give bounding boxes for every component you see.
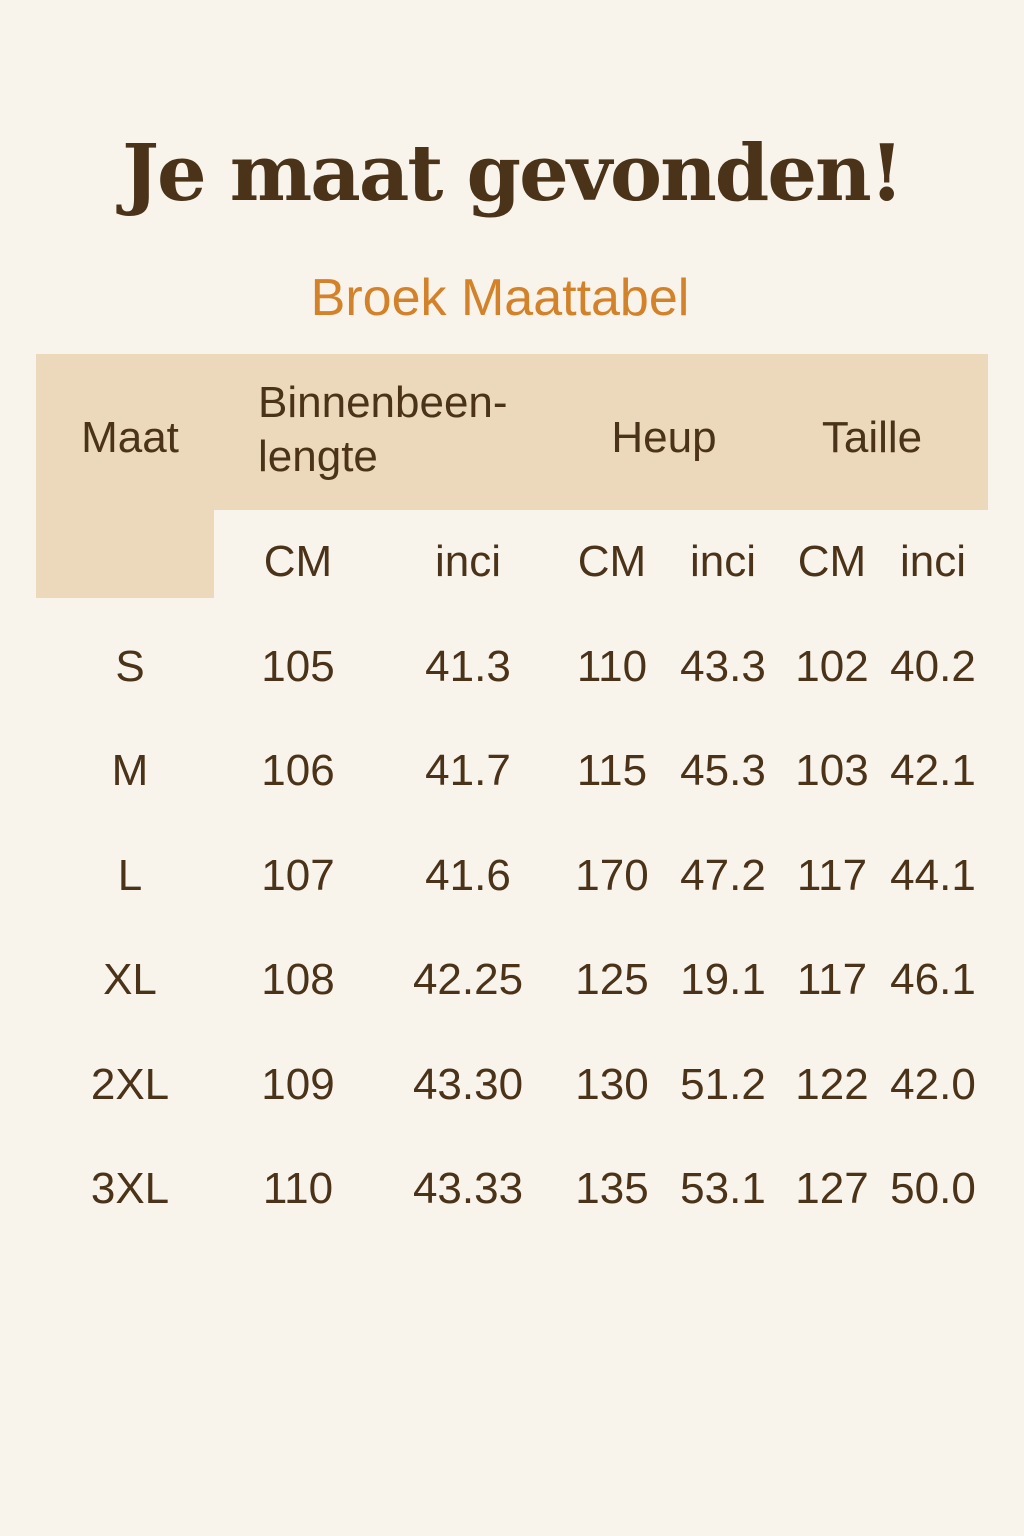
cell-hip-cm: 125	[575, 955, 649, 1005]
cell-hip-cm: 115	[576, 746, 648, 796]
cell-inseam-cm: 109	[261, 1059, 335, 1109]
cell-inseam-inch: 41.7	[425, 746, 511, 796]
unit-label: inci	[899, 537, 967, 586]
cell-hip-cm: 130	[575, 1059, 649, 1109]
cell-waist-inch: 50.0	[890, 1164, 976, 1213]
header-hip: Heup	[611, 413, 717, 462]
cell-hip-inch: 43.3	[680, 642, 766, 691]
cell-waist-inch: 44.1	[890, 850, 976, 900]
cell-hip-inch: 53.1	[680, 1164, 766, 1213]
page-subtitle: Broek Maattabel	[310, 269, 690, 327]
unit-label: CM	[797, 537, 867, 586]
page-title: Je maat gevonden!	[122, 128, 904, 219]
cell-inseam-cm: 110	[262, 1164, 334, 1213]
cell-inseam-cm: 108	[261, 955, 335, 1005]
unit-label: CM	[263, 537, 333, 586]
cell-waist-cm: 117	[796, 850, 868, 900]
cell-waist-inch: 42.0	[890, 1059, 976, 1109]
unit-label: inci	[434, 537, 502, 586]
cell-inseam-cm: 107	[261, 850, 335, 900]
cell-waist-cm: 103	[795, 746, 869, 796]
cell-waist-inch: 40.2	[890, 642, 976, 691]
unit-label: CM	[577, 537, 647, 586]
cell-size: 3XL	[90, 1164, 170, 1213]
cell-inseam-inch: 41.6	[425, 850, 511, 900]
cell-inseam-inch: 42.25	[412, 955, 524, 1005]
cell-inseam-cm: 105	[261, 642, 335, 691]
header-inseam-line1: Binnenbeen-	[258, 378, 508, 427]
cell-hip-inch: 19.1	[680, 955, 766, 1005]
header-size: Maat	[81, 413, 179, 462]
cell-size: XL	[103, 955, 157, 1005]
cell-inseam-inch: 43.33	[412, 1164, 524, 1213]
cell-size: 2XL	[90, 1059, 170, 1109]
unit-label: inci	[689, 537, 757, 586]
cell-inseam-cm: 106	[261, 746, 335, 796]
table-header-band	[36, 354, 988, 510]
cell-hip-inch: 47.2	[680, 850, 766, 900]
cell-waist-cm: 127	[795, 1164, 869, 1213]
cell-hip-cm: 135	[575, 1164, 649, 1213]
cell-inseam-inch: 43.30	[412, 1059, 524, 1109]
cell-waist-cm: 117	[796, 955, 868, 1005]
cell-inseam-inch: 41.3	[425, 642, 511, 691]
cell-hip-inch: 51.2	[680, 1059, 766, 1109]
cell-hip-inch: 45.3	[680, 746, 766, 796]
cell-hip-cm: 110	[576, 642, 648, 691]
header-inseam-line2: lengte	[258, 432, 378, 481]
cell-size: S	[115, 642, 145, 691]
cell-waist-inch: 46.1	[890, 955, 976, 1005]
table-header-band-size-column	[36, 510, 214, 598]
cell-size: L	[117, 850, 143, 900]
cell-size: M	[111, 746, 149, 796]
header-inseam: Binnenbeen- lengte	[258, 376, 508, 484]
cell-waist-cm: 122	[795, 1059, 869, 1109]
cell-waist-inch: 42.1	[890, 746, 976, 796]
cell-waist-cm: 102	[795, 642, 869, 691]
cell-hip-cm: 170	[575, 850, 649, 900]
header-waist: Taille	[821, 413, 923, 462]
